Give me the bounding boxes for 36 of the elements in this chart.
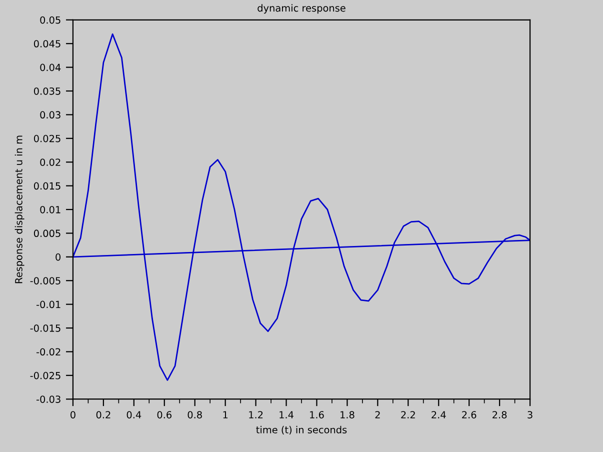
y-tick-label: -0.005 [30, 277, 60, 284]
x-tick-label: 2.6 [462, 411, 476, 418]
x-tick-label: 1 [223, 411, 228, 418]
y-tick-label: 0.03 [40, 111, 60, 119]
y-tick-label: 0.02 [40, 158, 60, 166]
x-tick-label: 1.6 [310, 411, 324, 418]
x-tick-label: 1.2 [249, 411, 263, 418]
y-tick-label: 0.005 [34, 230, 60, 238]
y-tick-label: 0.025 [34, 134, 60, 142]
x-tick-label: 1.8 [340, 411, 354, 418]
x-tick-label: 0.8 [188, 411, 202, 418]
x-tick-label: 2.4 [432, 411, 446, 418]
x-tick-label: 2.8 [492, 411, 507, 418]
y-axis-title: Response displacement u in m [14, 136, 24, 284]
y-tick-label: -0.015 [30, 324, 60, 332]
x-tick-label: 3 [528, 411, 532, 418]
x-tick-label: 2 [375, 411, 380, 418]
y-tick-label: -0.025 [30, 372, 60, 380]
x-axis-title: time (t) in seconds [256, 426, 347, 435]
x-tick-label: 0.6 [157, 411, 172, 418]
y-tick-label: 0.015 [34, 182, 60, 190]
y-tick-label: -0.03 [36, 396, 60, 403]
y-tick-label: 0.04 [40, 64, 61, 72]
y-tick-label: -0.01 [36, 300, 60, 308]
x-tick-label: 2.2 [401, 411, 415, 418]
chart-title: dynamic response [258, 4, 346, 14]
x-tick-label: 0.2 [96, 411, 110, 418]
y-tick-label: 0.045 [34, 40, 60, 48]
x-tick-label: 0 [70, 411, 76, 418]
y-tick-label: 0.05 [40, 16, 60, 24]
x-tick-label: 1.4 [280, 411, 294, 418]
y-tick-label: 0 [56, 253, 61, 261]
y-tick-label: -0.02 [36, 348, 60, 356]
y-tick-label: 0.035 [34, 87, 60, 95]
y-tick-label: 0.01 [40, 206, 60, 214]
x-tick-label: 0.4 [126, 411, 142, 418]
